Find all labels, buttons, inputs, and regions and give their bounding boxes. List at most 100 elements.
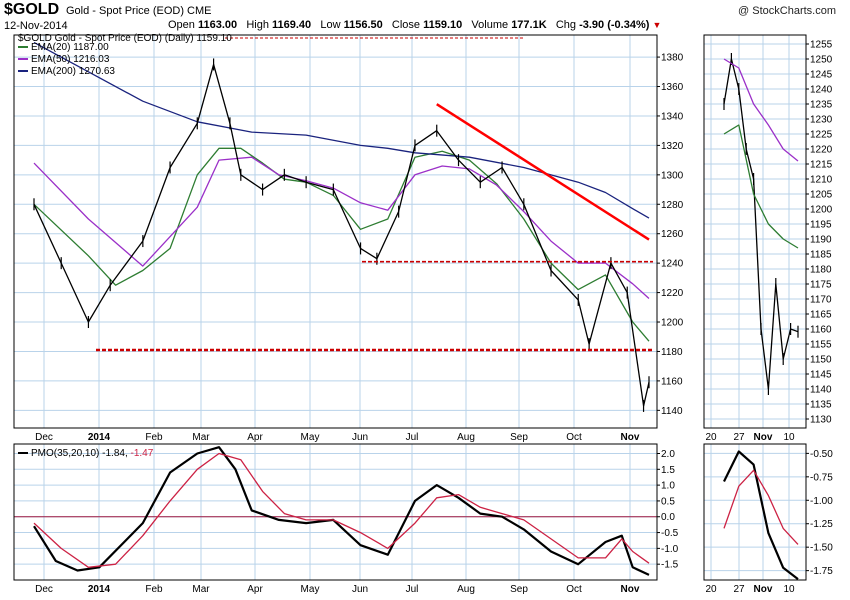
y-tick-label: -1.5 xyxy=(661,560,679,571)
y-tick-label: 1240 xyxy=(661,259,684,270)
plot-area xyxy=(704,444,806,580)
x-tick-label: 27 xyxy=(733,432,745,443)
x-tick-label: Jun xyxy=(352,432,368,443)
y-tick-label: 1230 xyxy=(810,115,833,126)
x-tick-label: Feb xyxy=(145,432,163,443)
series-line-pmo xyxy=(723,450,799,580)
series-line-gold xyxy=(33,63,650,407)
x-tick-label: 27 xyxy=(733,584,745,595)
y-tick-label: 1135 xyxy=(810,400,832,411)
x-tick-label: Nov xyxy=(621,584,640,595)
price-daily-panel: Dec 2014 Feb Mar Apr May Jun Jul Aug Sep Oct Nov 114… xyxy=(13,34,684,443)
plot-border xyxy=(13,443,658,581)
y-tick-label: 1155 xyxy=(810,340,832,351)
y-tick-label: -1.75 xyxy=(810,566,833,577)
x-tick-label: Nov xyxy=(754,584,773,595)
y-tick-label: 1245 xyxy=(810,70,833,81)
x-tick-label: 2014 xyxy=(88,432,111,443)
y-tick-label: 1210 xyxy=(810,175,833,186)
y-tick-label: 1320 xyxy=(661,141,684,152)
x-tick-label: Oct xyxy=(566,432,582,443)
x-tick-label: 2014 xyxy=(88,584,111,595)
y-tick-label: 1380 xyxy=(661,53,684,64)
y-tick-label: 0.0 xyxy=(661,512,675,523)
chart-header: $GOLD Gold - Spot Price (EOD) CME 12-Nov… xyxy=(0,0,850,34)
x-tick-label: Nov xyxy=(621,432,640,443)
x-tick-label: Aug xyxy=(457,584,475,595)
y-tick-label: 2.0 xyxy=(661,449,675,460)
y-tick-label: 1.0 xyxy=(661,481,675,492)
x-tick-label: Feb xyxy=(145,584,163,595)
y-tick-label: 1280 xyxy=(661,200,684,211)
x-tick-label: Mar xyxy=(192,432,210,443)
y-tick-label: 1180 xyxy=(661,347,683,358)
x-tick-label: Mar xyxy=(192,584,210,595)
x-tick-label: Apr xyxy=(247,432,263,443)
y-tick-label: 1195 xyxy=(810,220,832,231)
y-tick-label: 1170 xyxy=(810,295,832,306)
y-tick-label: 1140 xyxy=(810,385,832,396)
quote-date: 12-Nov-2014 xyxy=(4,20,68,32)
y-tick-label: 1255 xyxy=(810,40,833,51)
y-tick-label: 1235 xyxy=(810,100,833,111)
x-tick-label: Dec xyxy=(35,432,53,443)
y-tick-label: 1160 xyxy=(661,376,683,387)
x-tick-label: Nov xyxy=(754,432,773,443)
x-tick-label: May xyxy=(301,432,320,443)
pmo-inset-panel: 20 27 Nov 10 -1.75 -1.50 -1.25 -1.00 -0.75 -0.50 xyxy=(703,443,833,595)
x-tick-label: May xyxy=(301,584,320,595)
series-line-ema200 xyxy=(33,41,650,219)
y-tick-label: 1.5 xyxy=(661,465,675,476)
y-tick-label: -1.50 xyxy=(810,543,833,554)
series-line-signal xyxy=(33,452,650,568)
y-tick-label: 1220 xyxy=(661,288,684,299)
y-tick-label: 1260 xyxy=(661,229,684,240)
pmo-daily-panel: Dec 2014 Feb Mar Apr May Jun Jul Aug Sep Oct Nov -1.… xyxy=(13,443,679,595)
plot-area xyxy=(14,444,657,580)
y-tick-label: 1240 xyxy=(810,85,833,96)
x-tick-label: Aug xyxy=(457,432,475,443)
x-tick-label: Apr xyxy=(247,584,263,595)
legend-ema20: EMA(20) 1187.00 xyxy=(31,42,109,53)
y-tick-label: -1.25 xyxy=(810,519,833,530)
y-tick-label: 1360 xyxy=(661,82,684,93)
y-tick-label: 1185 xyxy=(810,250,832,261)
y-tick-label: 1150 xyxy=(810,355,832,366)
y-tick-label: -0.75 xyxy=(810,472,833,483)
y-tick-label: 1175 xyxy=(810,280,832,291)
plot-border xyxy=(703,34,807,429)
series-line-pmo352010 xyxy=(33,446,650,576)
brand-watermark: @ StockCharts.com xyxy=(738,5,836,17)
y-tick-label: 1140 xyxy=(661,406,683,417)
quote-summary: Open 1163.00 High 1169.40 Low 1156.50 Cl… xyxy=(168,19,662,31)
legend-price: $GOLD Gold - Spot Price (EOD) (Daily) 11… xyxy=(18,33,232,44)
x-tick-label: Jul xyxy=(406,584,419,595)
y-tick-label: 1200 xyxy=(661,318,684,329)
series-line-ema50 xyxy=(723,58,799,162)
y-tick-label: -1.00 xyxy=(810,496,833,507)
instrument-name: Gold - Spot Price (EOD) CME xyxy=(66,5,212,17)
plot-area xyxy=(14,35,657,428)
x-tick-label: Jun xyxy=(352,584,368,595)
x-tick-label: Jul xyxy=(406,432,419,443)
y-tick-label: 1220 xyxy=(810,145,833,156)
legend-ema200: EMA(200) 1270.63 xyxy=(31,66,115,77)
x-tick-label: Oct xyxy=(566,584,582,595)
y-tick-label: 1250 xyxy=(810,55,833,66)
x-tick-label: Sep xyxy=(510,584,528,595)
legend-pmo: PMO(35,20,10) -1.84, -1.47 xyxy=(31,448,154,459)
x-tick-label: 10 xyxy=(783,584,795,595)
x-tick-label: 10 xyxy=(783,432,795,443)
y-tick-label: 1180 xyxy=(810,265,832,276)
y-tick-label: 1215 xyxy=(810,160,833,171)
y-tick-label: 1200 xyxy=(810,205,833,216)
y-tick-label: 1205 xyxy=(810,190,833,201)
series-line-ema20 xyxy=(33,147,650,342)
series-line-ema20 xyxy=(723,124,799,249)
y-tick-label: 1190 xyxy=(810,235,832,246)
legend-ema50: EMA(50) 1216.03 xyxy=(31,54,110,65)
series-line-ema50 xyxy=(33,156,650,299)
y-tick-label: -0.5 xyxy=(661,528,679,539)
x-tick-label: 20 xyxy=(705,432,717,443)
y-tick-label: 1165 xyxy=(810,310,832,321)
